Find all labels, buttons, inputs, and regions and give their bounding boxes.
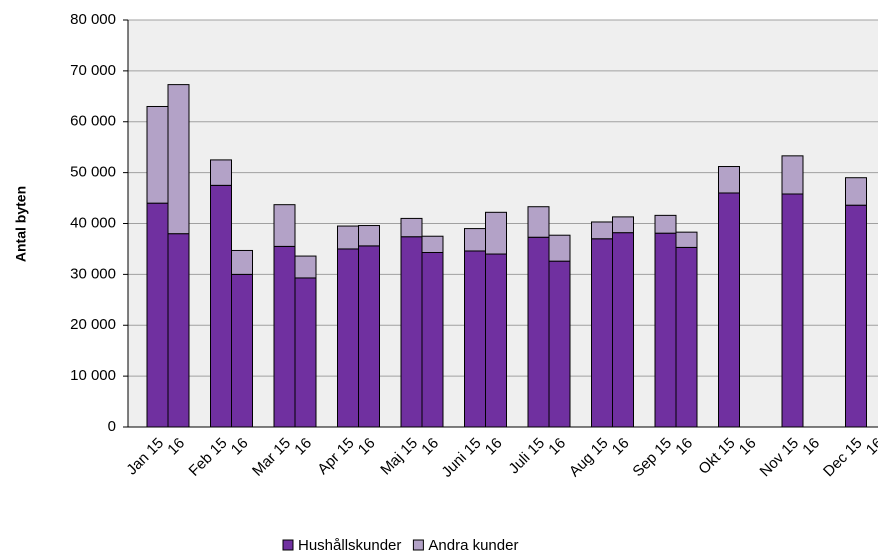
y-tick-label: 50 000 [70,164,116,181]
bar-segment [146,202,169,428]
x-tick-label: 16 [482,435,506,459]
bar-segment [210,159,232,186]
y-tick-label: 70 000 [70,62,116,79]
x-tick-label: Okt 15 [695,435,738,478]
x-tick-label: Dec 15 [820,435,866,481]
x-tick-label: Feb 15 [186,435,231,480]
x-tick-label: 16 [228,435,252,459]
bar-segment [273,245,296,428]
bar-segment [654,232,677,428]
bar-segment [612,232,634,428]
bar-segment [464,228,486,252]
x-tick-label: Aug 15 [566,435,612,481]
bar-segment [485,253,507,428]
x-tick-label: Sep 15 [629,435,675,481]
x-tick-label: Juni 15 [438,435,484,481]
bar-segment [845,204,867,428]
bar-segment [527,236,550,428]
bar-segment [400,217,423,238]
x-tick-label: Juli 15 [505,435,548,478]
y-tick-label: 40 000 [70,214,116,231]
bar-segment [421,251,444,428]
y-tick-label: 10 000 [70,367,116,384]
bar-segment [591,238,613,428]
bar-segment [464,250,486,428]
x-tick-label: 16 [545,435,569,459]
bar-segment [294,277,317,428]
bar-segment [337,248,359,428]
x-tick-label: 16 [863,435,878,459]
bar-segment [675,231,698,248]
legend-label: Andra kunder [428,537,518,552]
x-tick-label: 16 [609,435,633,459]
bar-segment [485,211,507,255]
bar-segment [400,236,423,428]
legend-label: Hushållskunder [298,537,401,552]
bar-segment [845,177,867,206]
y-tick-label: 60 000 [70,113,116,130]
x-tick-label: 16 [291,435,315,459]
bar-segment [781,193,804,428]
y-tick-label: 80 000 [70,11,116,28]
bar-segment [358,225,380,247]
bar-segment [781,155,804,195]
bar-segment [548,234,571,262]
bar-segment [718,192,740,428]
legend-swatch [412,539,424,551]
bar-segment [548,260,571,428]
x-tick-label: 16 [672,435,696,459]
bar-segment [612,216,634,234]
y-tick-label: 20 000 [70,316,116,333]
x-tick-label: 16 [736,435,760,459]
x-tick-label: 16 [418,435,442,459]
y-tick-label: 30 000 [70,265,116,282]
bar-segment [358,245,380,428]
bar-segment [654,214,677,234]
bar-segment [675,246,698,428]
bar-segment [231,273,253,428]
bar-segment [167,233,190,428]
x-tick-label: 16 [355,435,379,459]
bar-segment [718,166,740,194]
bar-segment [591,221,613,240]
bar-segment [337,225,359,250]
legend-swatch [282,539,294,551]
bar-segment [210,184,232,428]
y-axis-label: Antal byten [13,186,29,262]
bar-segment [294,255,317,279]
bar-segment [146,105,169,204]
x-tick-label: 16 [164,435,188,459]
x-tick-label: Maj 15 [377,435,421,479]
bar-segment [231,249,253,275]
bar-segment [421,235,444,253]
bar-segment [167,84,190,235]
bar-segment [273,204,296,247]
x-tick-label: Jan 15 [123,435,167,479]
x-tick-label: Mar 15 [249,435,294,480]
y-tick-label: 0 [108,418,116,435]
bar-segment [527,206,550,238]
x-tick-label: Apr 15 [314,435,357,478]
x-tick-label: 16 [799,435,823,459]
x-tick-label: Nov 15 [757,435,803,481]
